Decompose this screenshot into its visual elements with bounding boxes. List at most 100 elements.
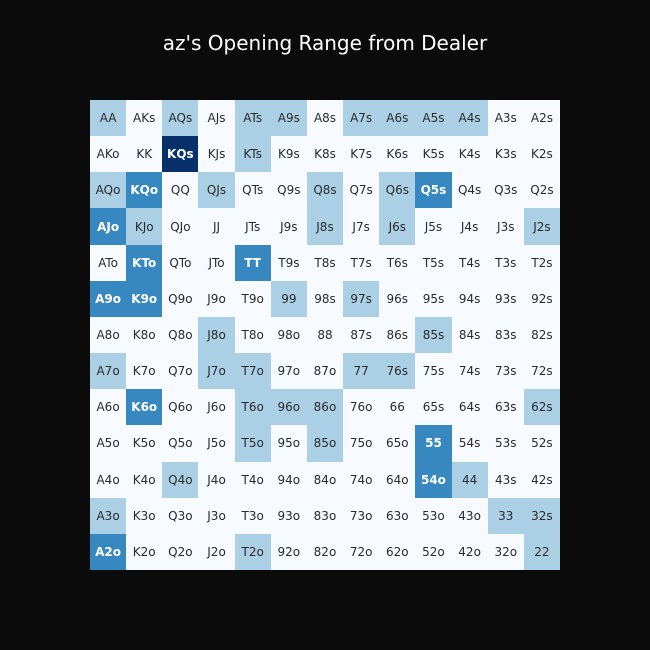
hand-cell-99: 99	[270, 280, 307, 317]
hand-cell-qts: QTs	[234, 172, 271, 209]
hand-cell-a7s: A7s	[343, 100, 380, 137]
hand-cell-95s: 95s	[415, 280, 452, 317]
hand-cell-aks: AKs	[126, 100, 163, 137]
hand-cell-t6o: T6o	[234, 389, 271, 426]
hand-cell-93o: 93o	[270, 497, 307, 534]
hand-cell-t7o: T7o	[234, 353, 271, 390]
hand-cell-q7o: Q7o	[162, 353, 199, 390]
hand-cell-aa: AA	[90, 100, 127, 137]
hand-cell-qjs: QJs	[198, 172, 235, 209]
hand-cell-a8o: A8o	[90, 316, 127, 354]
hand-cell-q9s: Q9s	[270, 172, 307, 209]
hand-cell-a8s: A8s	[306, 100, 344, 137]
hand-cell-q7s: Q7s	[343, 172, 380, 209]
hand-cell-jj: JJ	[198, 208, 235, 245]
hand-cell-j8s: J8s	[306, 208, 344, 245]
hand-cell-k7s: K7s	[343, 136, 380, 173]
hand-cell-66: 66	[379, 389, 416, 426]
hand-cell-j2o: J2o	[198, 533, 235, 570]
hand-cell-93s: 93s	[487, 280, 524, 317]
hand-cell-jts: JTs	[234, 208, 271, 245]
hand-cell-32o: 32o	[487, 533, 524, 570]
hand-cell-52o: 52o	[415, 533, 452, 570]
hand-cell-44: 44	[451, 461, 488, 498]
hand-cell-k5s: K5s	[415, 136, 452, 173]
hand-cell-jto: JTo	[198, 244, 235, 281]
hand-cell-k9o: K9o	[126, 280, 163, 317]
hand-cell-k3o: K3o	[126, 497, 163, 534]
hand-cell-kk: KK	[126, 136, 163, 173]
hand-cell-aqo: AQo	[90, 172, 127, 209]
hand-cell-k6s: K6s	[379, 136, 416, 173]
hand-cell-96o: 96o	[270, 389, 307, 426]
hand-cell-q5s: Q5s	[415, 172, 452, 209]
hand-cell-64s: 64s	[451, 389, 488, 426]
hand-cell-t8o: T8o	[234, 316, 271, 354]
hand-cell-87s: 87s	[343, 316, 380, 354]
hand-cell-tt: TT	[234, 244, 271, 281]
hand-cell-j3o: J3o	[198, 497, 235, 534]
hand-cell-82s: 82s	[523, 316, 560, 354]
hand-cell-a5s: A5s	[415, 100, 452, 137]
hand-cell-63s: 63s	[487, 389, 524, 426]
hand-cell-54o: 54o	[415, 461, 452, 498]
hand-cell-86o: 86o	[306, 389, 344, 426]
hand-cell-42o: 42o	[451, 533, 488, 570]
hand-cell-77: 77	[343, 353, 380, 390]
hand-cell-a5o: A5o	[90, 425, 127, 462]
hand-cell-98s: 98s	[306, 280, 344, 317]
hand-cell-q5o: Q5o	[162, 425, 199, 462]
hand-cell-76o: 76o	[343, 389, 380, 426]
hand-cell-a9o: A9o	[90, 280, 127, 317]
hand-cell-q2s: Q2s	[523, 172, 560, 209]
hand-cell-a6s: A6s	[379, 100, 416, 137]
hand-cell-k6o: K6o	[126, 389, 163, 426]
hand-cell-j7s: J7s	[343, 208, 380, 245]
hand-cell-94s: 94s	[451, 280, 488, 317]
hand-cell-t2s: T2s	[523, 244, 560, 281]
hand-cell-74s: 74s	[451, 353, 488, 390]
hand-cell-q8o: Q8o	[162, 316, 199, 354]
hand-cell-q6o: Q6o	[162, 389, 199, 426]
hand-cell-k5o: K5o	[126, 425, 163, 462]
hand-cell-a7o: A7o	[90, 353, 127, 390]
hand-cell-ajo: AJo	[90, 208, 127, 245]
hand-cell-t8s: T8s	[306, 244, 344, 281]
hand-cell-65s: 65s	[415, 389, 452, 426]
hand-cell-a3o: A3o	[90, 497, 127, 534]
hand-cell-t2o: T2o	[234, 533, 271, 570]
hand-cell-95o: 95o	[270, 425, 307, 462]
hand-cell-j3s: J3s	[487, 208, 524, 245]
hand-cell-43s: 43s	[487, 461, 524, 498]
hand-cell-q2o: Q2o	[162, 533, 199, 570]
hand-cell-qjo: QJo	[162, 208, 199, 245]
hand-cell-k4o: K4o	[126, 461, 163, 498]
hand-cell-72o: 72o	[343, 533, 380, 570]
hand-cell-ats: ATs	[234, 100, 271, 137]
hand-cell-94o: 94o	[270, 461, 307, 498]
hand-cell-kjo: KJo	[126, 208, 163, 245]
hand-cell-98o: 98o	[270, 316, 307, 354]
hand-cell-65o: 65o	[379, 425, 416, 462]
hand-cell-a4s: A4s	[451, 100, 488, 137]
hand-cell-kqs: KQs	[162, 136, 199, 173]
hand-cell-a6o: A6o	[90, 389, 127, 426]
hand-cell-62s: 62s	[523, 389, 560, 426]
hand-cell-q6s: Q6s	[379, 172, 416, 209]
hand-cell-85o: 85o	[306, 425, 344, 462]
hand-cell-t3o: T3o	[234, 497, 271, 534]
hand-cell-k4s: K4s	[451, 136, 488, 173]
hand-cell-k8o: K8o	[126, 316, 163, 354]
hand-cell-t5o: T5o	[234, 425, 271, 462]
hand-cell-k9s: K9s	[270, 136, 307, 173]
hand-cell-a4o: A4o	[90, 461, 127, 498]
hand-cell-q9o: Q9o	[162, 280, 199, 317]
hand-cell-75s: 75s	[415, 353, 452, 390]
hand-cell-32s: 32s	[523, 497, 560, 534]
hand-cell-j6s: J6s	[379, 208, 416, 245]
hand-cell-53o: 53o	[415, 497, 452, 534]
hand-cell-54s: 54s	[451, 425, 488, 462]
hand-cell-kjs: KJs	[198, 136, 235, 173]
hand-cell-72s: 72s	[523, 353, 560, 390]
hand-cell-t5s: T5s	[415, 244, 452, 281]
